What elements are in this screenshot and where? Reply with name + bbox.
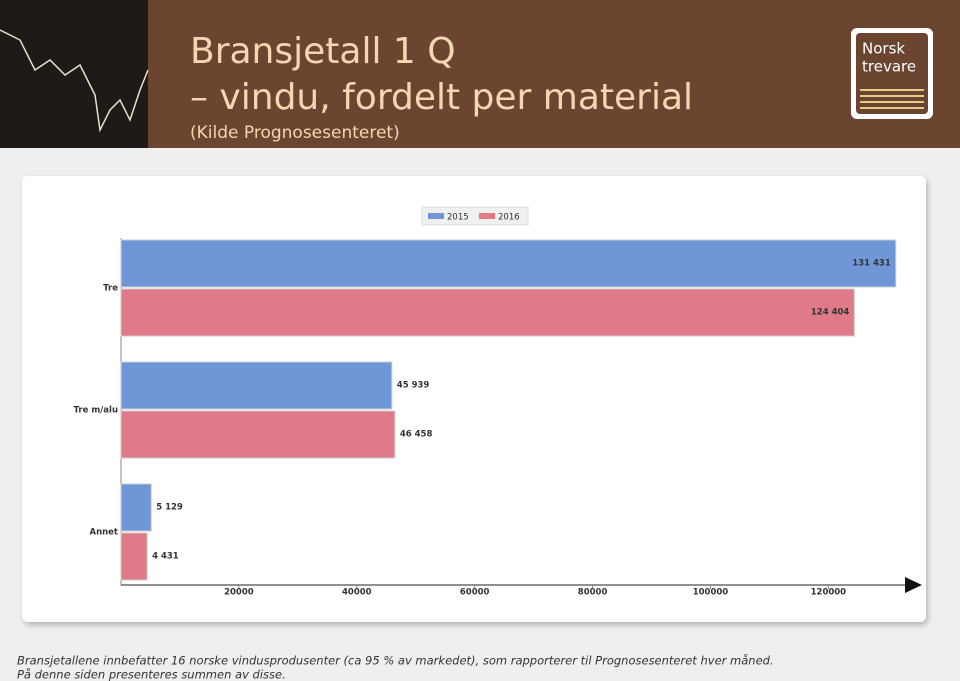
legend-label: 2016 bbox=[498, 213, 520, 223]
x-tick-label: 40000 bbox=[342, 588, 372, 598]
logo-inner bbox=[856, 33, 928, 114]
y-tick-label: Annet bbox=[89, 528, 118, 538]
title-line1: Bransjetall 1 Q bbox=[190, 31, 456, 72]
title-line2: – vindu, fordelt per material bbox=[190, 77, 693, 118]
logo-text: Norsk bbox=[862, 40, 905, 58]
value-label: 131 431 bbox=[852, 259, 891, 269]
bar bbox=[120, 410, 396, 459]
logo-text: trevare bbox=[862, 58, 916, 76]
legend-box bbox=[421, 206, 529, 226]
bar bbox=[120, 483, 152, 532]
bar bbox=[120, 361, 393, 410]
value-label: 4 431 bbox=[152, 552, 179, 562]
y-tick-label: Tre bbox=[103, 284, 118, 294]
bar bbox=[120, 532, 148, 581]
value-label: 46 458 bbox=[400, 430, 433, 440]
x-tick-label: 100000 bbox=[693, 588, 729, 598]
x-tick-label: 80000 bbox=[578, 588, 608, 598]
y-tick-label: Tre m/alu bbox=[74, 406, 118, 416]
header-image bbox=[0, 0, 148, 148]
x-tick-label: 20000 bbox=[224, 588, 254, 598]
x-axis-arrow bbox=[905, 577, 922, 593]
footer-text: På denne siden presenteres summen av dis… bbox=[17, 668, 286, 681]
x-tick-label: 60000 bbox=[460, 588, 490, 598]
logo-wood bbox=[860, 89, 924, 109]
legend-swatch bbox=[479, 213, 495, 219]
value-label: 5 129 bbox=[156, 503, 183, 513]
source: (Kilde Prognosesenteret) bbox=[190, 123, 400, 143]
header-image-line bbox=[0, 29, 149, 133]
legend-label: 2015 bbox=[447, 213, 469, 223]
legend-swatch bbox=[428, 213, 444, 219]
bar bbox=[120, 288, 855, 337]
bar bbox=[120, 239, 897, 288]
footer-text: Bransjetallene innbefatter 16 norske vin… bbox=[17, 654, 774, 668]
header-band bbox=[0, 0, 960, 148]
x-tick-label: 120000 bbox=[811, 588, 847, 598]
value-label: 124 404 bbox=[811, 308, 850, 318]
value-label: 45 939 bbox=[397, 381, 430, 391]
